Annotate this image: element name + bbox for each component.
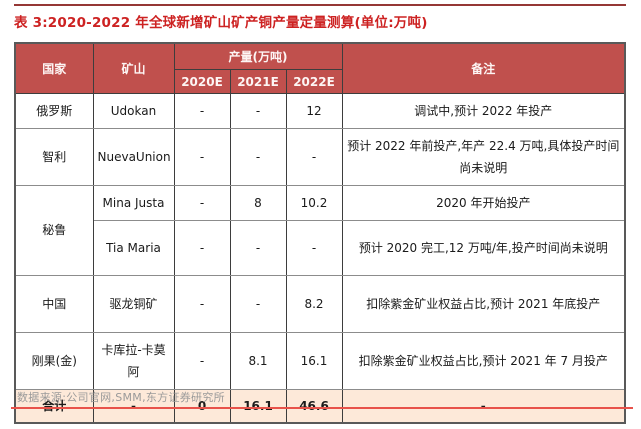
total-2022e-cell: 46.6: [285, 389, 343, 424]
col-header-production-group: 产量(万吨): [173, 42, 343, 70]
mine-cell: 卡库拉-卡莫阿: [92, 332, 175, 390]
production-2021e-cell: 8.1: [229, 332, 287, 390]
data-source-note: 数据来源:公司官网,SMM,东方证券研究所: [17, 391, 225, 404]
mine-cell: 驱龙铜矿: [92, 275, 175, 333]
col-header-2020e: 2020E: [173, 69, 231, 94]
col-header-2021e: 2021E: [229, 69, 287, 94]
col-header-notes: 备注: [341, 42, 626, 94]
production-2020e-cell: -: [173, 185, 231, 221]
table-title: 表 3:2020-2022 年全球新增矿山矿产铜产量定量测算(单位:万吨): [14, 15, 428, 31]
note-cell: 调试中,预计 2022 年投产: [341, 93, 626, 129]
col-header-2022e: 2022E: [285, 69, 343, 94]
country-cell: 智利: [14, 128, 94, 186]
table-row-total: 合计 - 0 16.1 46.6 -: [14, 389, 626, 424]
table-row-russia: 俄罗斯 Udokan - - 12 调试中,预计 2022 年投产: [14, 93, 626, 129]
bottom-divider: [11, 407, 633, 409]
production-2022e-cell: 12: [285, 93, 343, 129]
total-note-cell: -: [341, 389, 626, 424]
production-2021e-cell: -: [229, 220, 287, 276]
table-row-peru-mina-justa: 秘鲁 Mina Justa - 8 10.2 2020 年开始投产: [14, 185, 626, 276]
total-2021e-cell: 16.1: [229, 389, 287, 424]
production-2021e-cell: -: [229, 275, 287, 333]
copper-production-table: 国家 矿山 产量(万吨) 备注 2020E 2021E 2022E 俄罗斯 Ud…: [14, 42, 627, 424]
table-row-china: 中国 驱龙铜矿 - - 8.2 扣除紫金矿业权益占比,预计 2021 年底投产: [14, 275, 626, 333]
production-2022e-cell: -: [285, 128, 343, 186]
country-cell: 俄罗斯: [14, 93, 94, 129]
mine-cell: Tia Maria: [92, 220, 175, 276]
header-row-years: 2020E 2021E 2022E: [15, 69, 625, 94]
country-cell: 中国: [14, 275, 94, 333]
production-2022e-cell: -: [285, 220, 343, 276]
production-2020e-cell: -: [173, 332, 231, 390]
note-cell: 预计 2020 完工,12 万吨/年,投产时间尚未说明: [341, 220, 626, 276]
note-cell: 2020 年开始投产: [341, 185, 626, 221]
col-header-mine: 矿山: [92, 42, 175, 94]
production-2021e-cell: 8: [229, 185, 287, 221]
col-header-country: 国家: [14, 42, 94, 94]
country-cell: 秘鲁: [14, 185, 94, 276]
production-2021e-cell: -: [229, 128, 287, 186]
production-2022e-cell: 16.1: [285, 332, 343, 390]
header-row-group: 国家 矿山 产量(万吨) 备注: [14, 42, 626, 94]
country-cell: 刚果(金): [14, 332, 94, 390]
production-2020e-cell: -: [173, 128, 231, 186]
mine-cell: Mina Justa: [92, 185, 175, 221]
production-2022e-cell: 10.2: [285, 185, 343, 221]
table-row-chile: 智利 NuevaUnion - - - 预计 2022 年前投产,年产 22.4…: [14, 128, 626, 186]
total-2020e-cell: 0: [173, 389, 231, 424]
production-2020e-cell: -: [173, 275, 231, 333]
production-2020e-cell: -: [173, 220, 231, 276]
production-2022e-cell: 8.2: [285, 275, 343, 333]
top-divider: [14, 4, 626, 6]
note-cell: 扣除紫金矿业权益占比,预计 2021 年底投产: [341, 275, 626, 333]
production-2020e-cell: -: [173, 93, 231, 129]
mine-cell: NuevaUnion: [92, 128, 175, 186]
total-mine-cell: -: [92, 389, 175, 424]
table-row-peru-tia-maria: Tia Maria - - - 预计 2020 完工,12 万吨/年,投产时间尚…: [15, 220, 626, 276]
note-cell: 预计 2022 年前投产,年产 22.4 万吨,具体投产时间尚未说明: [341, 128, 626, 186]
table-row-congo: 刚果(金) 卡库拉-卡莫阿 - 8.1 16.1 扣除紫金矿业权益占比,预计 2…: [14, 332, 626, 390]
mine-cell: Udokan: [92, 93, 175, 129]
note-cell: 扣除紫金矿业权益占比,预计 2021 年 7 月投产: [341, 332, 626, 390]
production-2021e-cell: -: [229, 93, 287, 129]
